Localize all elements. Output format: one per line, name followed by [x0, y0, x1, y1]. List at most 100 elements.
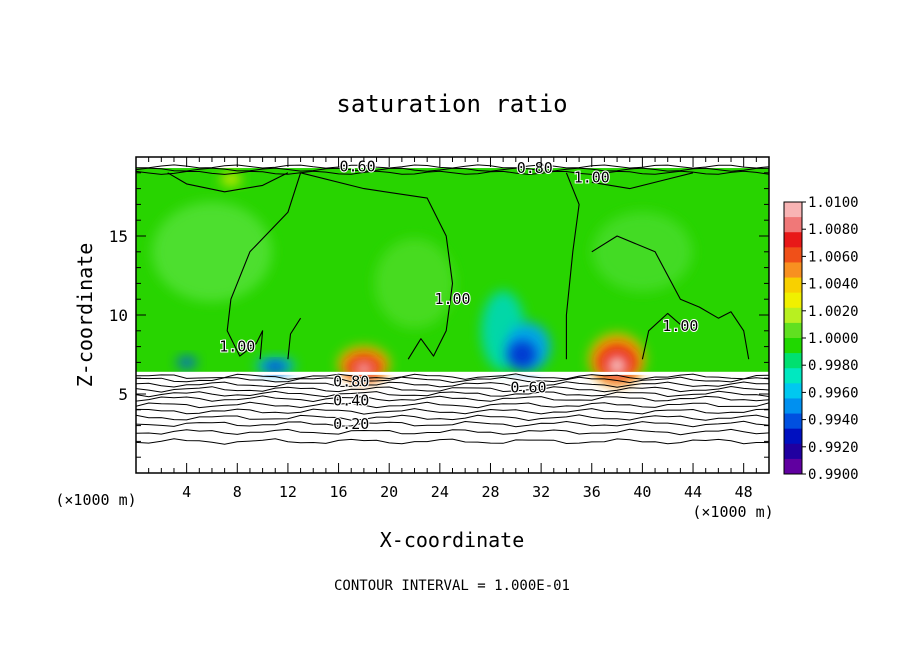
contour-line: [591, 235, 750, 360]
lower-boundary: [136, 371, 769, 375]
heatmap-field: [136, 168, 769, 386]
x-tick-label: 36: [583, 483, 601, 501]
colorbar-label: 1.0100: [808, 195, 859, 211]
contour-line: [226, 172, 302, 360]
contour-label: 1.00: [574, 169, 610, 187]
contour-line: [167, 172, 289, 193]
contour-line: [136, 401, 769, 409]
x-tick-label: 40: [633, 483, 651, 501]
contour-line: [136, 428, 769, 436]
colorbar-swatch: [784, 458, 802, 475]
x-tick-label: 44: [684, 483, 702, 501]
contour-line: [136, 438, 769, 445]
field-blob: [508, 340, 537, 369]
colorbar-label: 1.0000: [808, 331, 859, 347]
colorbar-swatch: [784, 353, 802, 369]
y-axis-unit: (×1000 m): [55, 491, 136, 509]
field-blob: [607, 355, 628, 376]
contour-line: [591, 172, 694, 190]
colorbar-label: 1.0080: [808, 222, 859, 238]
contour-line: [136, 385, 769, 393]
contour-label: 0.80: [333, 372, 369, 390]
colorbar-swatch: [784, 217, 802, 233]
plot-area: [136, 157, 769, 473]
colorbar-swatch: [784, 383, 802, 399]
field-blob: [592, 211, 693, 292]
contour-line: [136, 414, 769, 422]
field-blob: [151, 201, 272, 302]
field-blob: [176, 356, 197, 369]
contour-label: 0.40: [333, 391, 369, 409]
x-tick-label: 8: [233, 483, 242, 501]
contour-line: [641, 312, 681, 360]
contour-line: [136, 390, 769, 398]
colorbar-swatch: [784, 398, 802, 415]
field-blob: [220, 173, 241, 186]
colorbar-swatch: [784, 307, 802, 324]
colorbar-label: 1.0020: [808, 304, 859, 320]
contour-line: [136, 376, 769, 384]
contour-label: 0.20: [333, 415, 369, 433]
contour-line: [136, 395, 769, 403]
contour-line: [136, 373, 769, 380]
x-tick-label: 20: [380, 483, 398, 501]
x-tick-label: 28: [481, 483, 499, 501]
contour-label: 0.60: [339, 157, 375, 175]
x-axis-unit: (×1000 m): [692, 503, 773, 521]
colorbar-label: 0.9920: [808, 440, 859, 456]
contour-label: 0.60: [510, 379, 546, 397]
contour-lines: [136, 164, 769, 445]
colorbar-label: 1.0040: [808, 277, 859, 293]
colorbar-swatch: [784, 262, 802, 279]
colorbar-swatch: [784, 443, 802, 460]
x-tick-label: 48: [735, 483, 753, 501]
colorbar: 1.0100 1.0080 1.0060 1.0040 1.0020 1.0000 0.99…: [783, 195, 859, 483]
x-axis: 4 8 12 16 20 24 28 32 36 40 44 48: [148, 157, 757, 501]
colorbar-swatch: [784, 338, 802, 354]
colorbar-swatch: [784, 428, 802, 445]
colorbar-swatch: [784, 247, 802, 263]
colorbar-swatch: [784, 322, 802, 339]
colorbar-swatch: [784, 277, 802, 294]
contour-label: 1.00: [219, 338, 255, 356]
contour-labels: 0.60 0.80 1.00 1.00 1.00 1.00 0.80 0.60 0.40 0.20: [218, 156, 699, 434]
y-tick-label: 10: [109, 306, 128, 325]
contour-line: [136, 408, 769, 415]
contour-line: [300, 172, 454, 360]
contour-line: [136, 420, 769, 428]
x-tick-label: 32: [532, 483, 550, 501]
colorbar-label: 0.9900: [808, 467, 859, 483]
colorbar-swatch: [784, 292, 802, 309]
y-axis-label: Z-coordinate: [73, 243, 97, 388]
contour-interval-note: CONTOUR INTERVAL = 1.000E-01: [334, 578, 570, 594]
field-blob: [265, 362, 286, 373]
colorbar-swatch: [784, 232, 802, 248]
colorbar-swatch: [784, 202, 802, 218]
x-tick-label: 16: [330, 483, 348, 501]
contour-label: 0.80: [517, 159, 553, 177]
contour-line: [565, 172, 580, 360]
field-blob: [354, 362, 373, 375]
chart-title: saturation ratio: [336, 90, 567, 118]
contour-line: [287, 317, 302, 360]
colorbar-label: 1.0060: [808, 249, 859, 265]
y-tick-label: 15: [109, 227, 128, 246]
colorbar-swatch: [784, 368, 802, 384]
colorbar-label: 0.9940: [808, 413, 859, 429]
colorbar-label: 0.9960: [808, 385, 859, 401]
colorbar-label: 0.9980: [808, 358, 859, 374]
y-axis: 5 10 15: [109, 172, 769, 458]
colorbar-swatch: [784, 413, 802, 430]
field-blob: [374, 238, 455, 329]
contour-line: [136, 381, 769, 388]
x-tick-label: 12: [279, 483, 297, 501]
contour-label: 1.00: [662, 317, 698, 335]
x-tick-label: 24: [431, 483, 449, 501]
contour-label: 1.00: [434, 290, 470, 308]
contour-line: [136, 170, 769, 175]
contour-line: [136, 164, 769, 169]
y-tick-label: 5: [118, 385, 128, 404]
x-axis-label: X-coordinate: [380, 528, 525, 552]
x-tick-label: 4: [182, 483, 191, 501]
